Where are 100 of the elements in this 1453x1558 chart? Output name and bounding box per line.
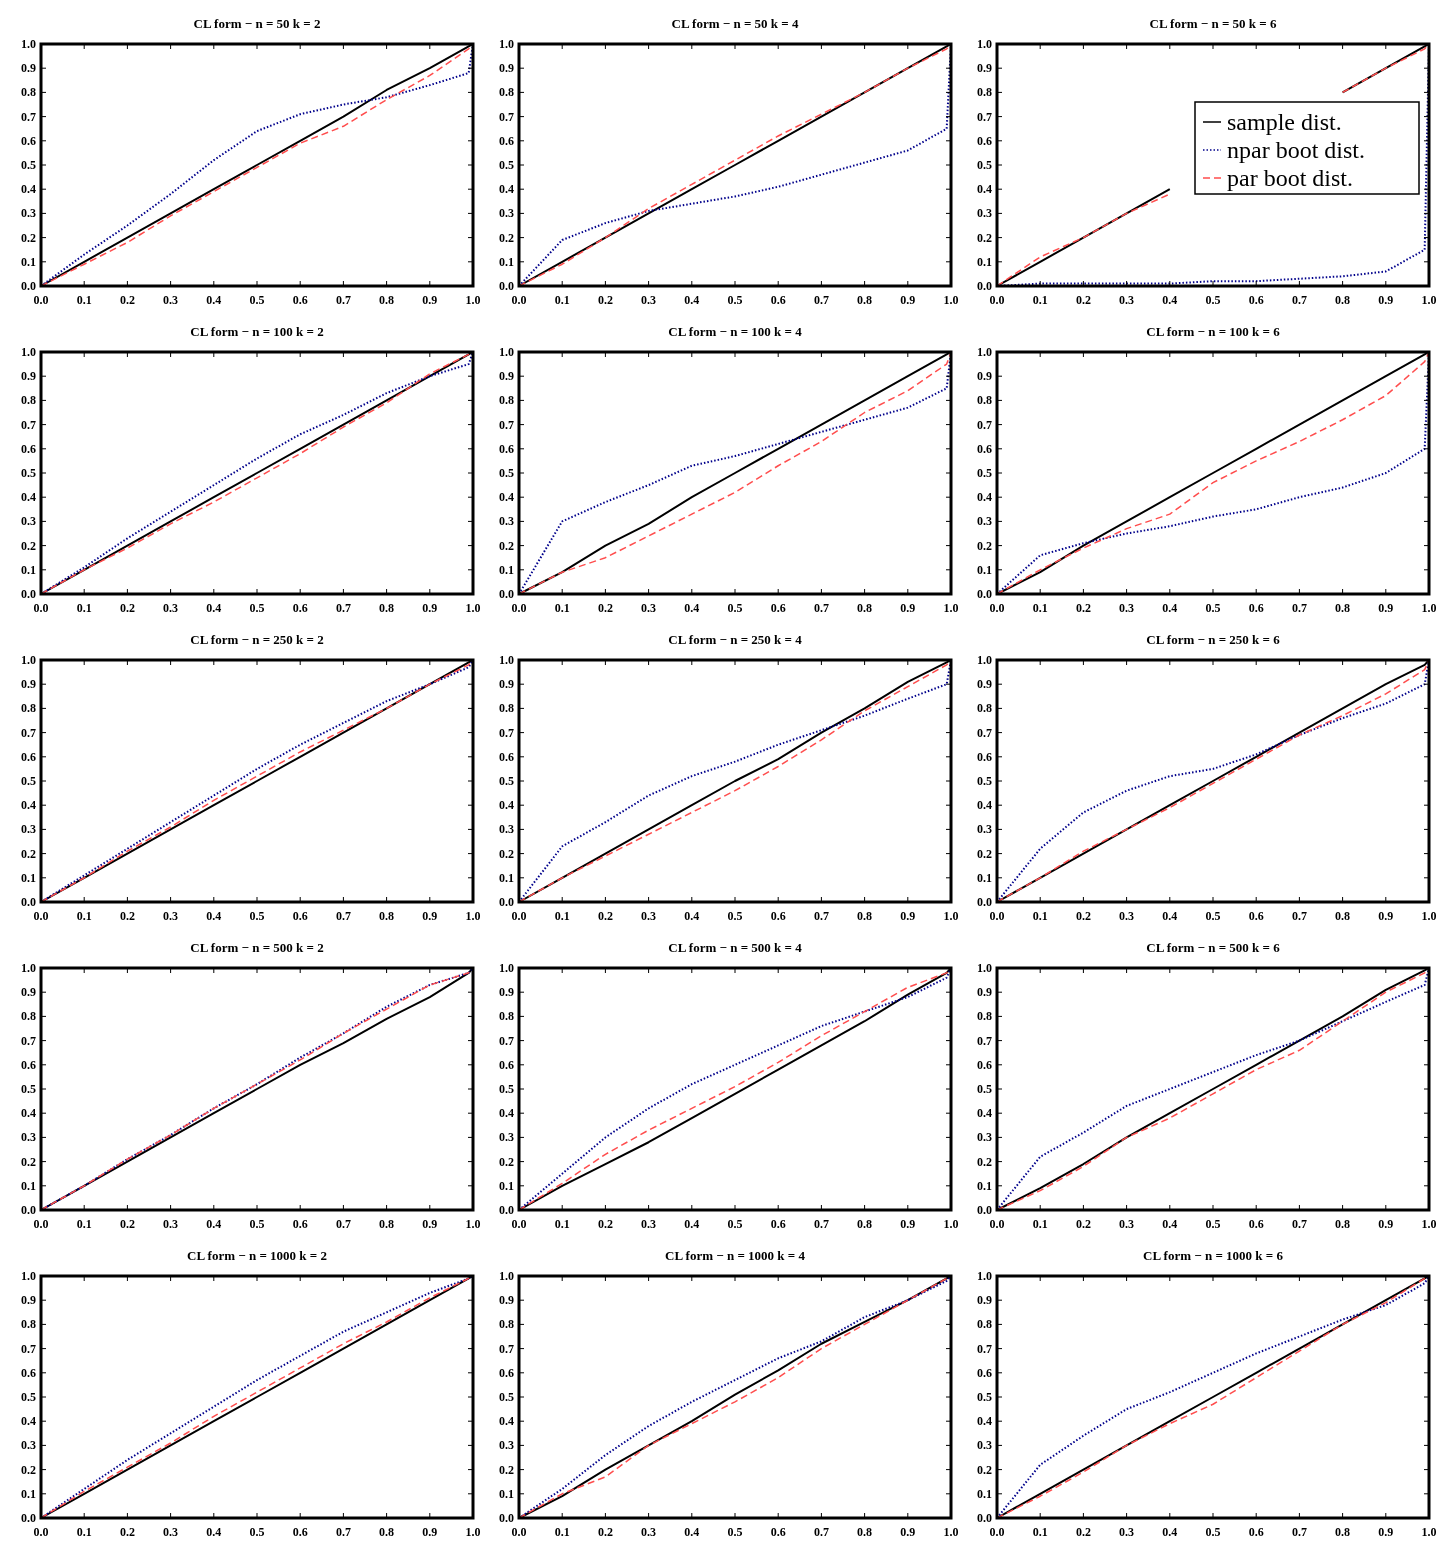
x-tick-label: 0.2	[119, 601, 135, 615]
x-tick-label: 1.0	[465, 909, 481, 923]
x-tick-label: 1.0	[465, 293, 481, 307]
x-tick-label: 0.6	[1248, 601, 1264, 615]
chart-title: CL form − n = 1000 k = 2	[187, 1248, 327, 1263]
y-tick-label: 0.8	[977, 393, 992, 408]
chart-title: CL form − n = 250 k = 2	[190, 632, 324, 647]
y-tick-label: 0.8	[499, 85, 514, 100]
y-tick-label: 0.0	[977, 587, 992, 601]
x-tick-label: 1.0	[1421, 1217, 1437, 1231]
x-tick-label: 0.3	[641, 293, 657, 307]
x-tick-label: 0.0	[511, 1525, 527, 1539]
x-tick-label: 0.7	[335, 293, 351, 307]
y-tick-label: 0.8	[499, 1009, 514, 1024]
x-tick-label: 0.5	[1205, 601, 1221, 615]
y-tick-label: 0.9	[977, 61, 992, 76]
y-tick-label: 0.1	[21, 870, 36, 885]
x-tick-label: 0.1	[554, 1525, 570, 1539]
y-tick-label: 0.1	[977, 562, 992, 577]
y-tick-label: 0.1	[21, 254, 36, 269]
y-tick-label: 0.7	[21, 1341, 36, 1356]
x-tick-label: 0.6	[770, 1217, 786, 1231]
y-tick-label: 0.7	[977, 417, 992, 432]
x-tick-label: 0.3	[1119, 1525, 1135, 1539]
x-tick-label: 0.8	[379, 1217, 395, 1231]
y-tick-label: 1.0	[499, 961, 514, 975]
x-tick-label: 1.0	[1421, 1525, 1437, 1539]
y-tick-label: 0.8	[499, 393, 514, 408]
y-tick-label: 0.0	[977, 279, 992, 293]
x-tick-label: 0.0	[511, 909, 527, 923]
x-tick-label: 0.9	[1378, 1525, 1394, 1539]
y-tick-label: 0.2	[977, 846, 992, 861]
x-tick-label: 0.9	[422, 293, 438, 307]
x-tick-label: 0.1	[1032, 1525, 1048, 1539]
x-tick-label: 0.3	[163, 601, 179, 615]
x-tick-label: 0.6	[292, 601, 308, 615]
y-tick-label: 0.5	[499, 466, 514, 480]
x-tick-label: 0.8	[857, 1525, 873, 1539]
x-tick-label: 0.0	[989, 601, 1005, 615]
x-tick-label: 0.4	[684, 601, 700, 615]
y-tick-label: 0.4	[499, 798, 514, 813]
y-tick-label: 0.9	[499, 677, 514, 692]
x-tick-label: 0.6	[770, 601, 786, 615]
y-tick-label: 1.0	[21, 961, 36, 975]
x-tick-label: 0.5	[249, 1525, 265, 1539]
x-tick-label: 0.6	[770, 1525, 786, 1539]
x-tick-label: 0.7	[813, 1525, 829, 1539]
x-tick-label: 0.8	[857, 1217, 873, 1231]
x-tick-label: 1.0	[1421, 909, 1437, 923]
y-tick-label: 1.0	[499, 1269, 514, 1283]
y-tick-label: 0.6	[499, 441, 514, 456]
x-tick-label: 1.0	[465, 601, 481, 615]
y-tick-label: 0.0	[21, 895, 36, 909]
chart-title: CL form − n = 250 k = 6	[1146, 632, 1281, 647]
x-tick-label: 0.8	[857, 293, 873, 307]
x-tick-label: 0.7	[813, 601, 829, 615]
x-tick-label: 0.5	[727, 293, 743, 307]
y-tick-label: 0.4	[977, 490, 992, 505]
y-tick-label: 0.7	[977, 109, 992, 124]
y-tick-label: 0.0	[21, 587, 36, 601]
y-tick-label: 0.2	[499, 230, 514, 245]
y-tick-label: 0.7	[499, 1033, 514, 1048]
y-tick-label: 0.3	[977, 822, 992, 837]
y-tick-label: 0.6	[21, 133, 36, 148]
y-tick-label: 0.4	[21, 182, 36, 197]
x-tick-label: 0.8	[1335, 909, 1351, 923]
y-tick-label: 0.9	[499, 1293, 514, 1308]
x-tick-label: 0.6	[292, 1525, 308, 1539]
y-tick-label: 1.0	[499, 653, 514, 667]
y-tick-label: 0.2	[21, 846, 36, 861]
x-tick-label: 0.5	[1205, 293, 1221, 307]
y-tick-label: 0.7	[21, 417, 36, 432]
y-tick-label: 0.6	[977, 133, 992, 148]
x-tick-label: 0.5	[727, 909, 743, 923]
legend-label: npar boot dist.	[1227, 137, 1365, 163]
y-tick-label: 0.8	[21, 85, 36, 100]
x-tick-label: 0.2	[1075, 1525, 1091, 1539]
x-tick-label: 0.6	[1248, 1217, 1264, 1231]
y-tick-label: 0.5	[21, 1390, 36, 1404]
y-tick-label: 0.8	[977, 1009, 992, 1024]
x-tick-label: 1.0	[943, 1217, 959, 1231]
y-tick-label: 0.5	[21, 466, 36, 480]
y-tick-label: 0.4	[977, 1106, 992, 1121]
chart-title: CL form − n = 1000 k = 4	[665, 1248, 806, 1263]
x-tick-label: 0.0	[989, 293, 1005, 307]
x-tick-label: 0.9	[1378, 1217, 1394, 1231]
x-tick-label: 0.8	[379, 293, 395, 307]
x-tick-label: 0.8	[1335, 1525, 1351, 1539]
y-tick-label: 0.2	[499, 846, 514, 861]
y-tick-label: 0.3	[977, 1130, 992, 1145]
x-tick-label: 0.9	[900, 1217, 916, 1231]
x-tick-label: 0.3	[1119, 601, 1135, 615]
y-tick-label: 0.1	[499, 1486, 514, 1501]
y-tick-label: 0.8	[977, 1317, 992, 1332]
x-tick-label: 0.4	[684, 293, 700, 307]
x-tick-label: 0.9	[422, 1217, 438, 1231]
x-tick-label: 0.8	[857, 909, 873, 923]
x-tick-label: 0.5	[1205, 1217, 1221, 1231]
y-tick-label: 0.8	[499, 701, 514, 716]
x-tick-label: 0.2	[597, 601, 613, 615]
